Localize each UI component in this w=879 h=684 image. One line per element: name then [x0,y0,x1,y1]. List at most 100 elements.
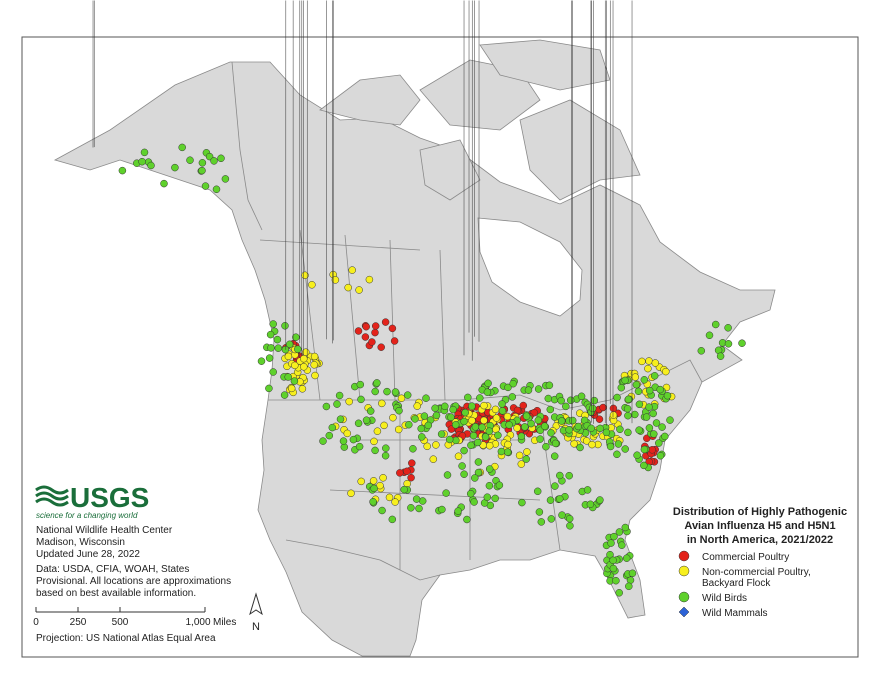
wild-bird-point [635,388,642,395]
wild-bird-point [438,506,445,513]
wild-bird-point [294,346,301,353]
wild-bird-point [566,522,573,529]
wild-bird-point [541,423,548,430]
wild-bird-point [211,157,218,164]
backyard-flock-point [432,441,439,448]
backyard-flock-point [430,456,437,463]
wild-bird-point [610,565,617,572]
wild-bird-point [547,497,554,504]
wild-bird-point [551,453,558,460]
wild-bird-point [462,409,469,416]
north-label: N [252,621,260,633]
wild-bird-point [661,433,668,440]
wild-bird-point [597,425,604,432]
wild-bird-point [618,384,625,391]
commercial-poultry-point [396,469,403,476]
wild-bird-point [471,475,478,482]
backyard-flock-point [504,441,511,448]
wild-bird-point [389,516,396,523]
scale-label: 500 [112,617,129,628]
wild-bird-point [537,436,544,443]
backyard-flock-point [662,368,669,375]
wild-bird-point [542,443,549,450]
backyard-flock-point [455,453,462,460]
wild-bird-point [739,340,746,347]
wild-bird-point [587,501,594,508]
wild-bird-point [337,416,344,423]
info-line: Madison, Wisconsin [36,537,125,548]
wild-bird-point [558,418,565,425]
wild-bird-point [409,445,416,452]
backyard-flock-point [480,417,487,424]
wild-bird-point [641,376,648,383]
commercial-poultry-point [372,323,379,330]
wild-bird-point [370,498,377,505]
backyard-flock-point [414,403,421,410]
wild-bird-point [624,405,631,412]
wild-bird-point [199,167,206,174]
wild-bird-point [618,542,625,549]
wild-bird-point [363,417,370,424]
wild-bird-point [464,394,471,401]
wild-bird-point [641,446,648,453]
wild-bird-point [575,423,582,430]
wild-bird-point [534,488,541,495]
wild-bird-point [518,499,525,506]
backyard-flock-point [392,499,399,506]
wild-bird-point [432,405,439,412]
wild-bird-point [504,449,511,456]
backyard-flock-point [348,490,355,497]
wild-bird-point [717,353,724,360]
wild-bird-point [455,508,462,515]
scale-unit: Miles [213,617,236,628]
wild-bird-point [446,436,453,443]
wild-bird-point [659,424,666,431]
wild-bird-point [486,466,493,473]
wild-bird-point [569,417,576,424]
wild-bird-point [384,388,391,395]
wild-bird-point [588,425,595,432]
wild-bird-point [596,497,603,504]
wild-bird-point [636,427,643,434]
backyard-flock-point [300,363,307,370]
wild-bird-point [492,495,499,502]
wild-bird-point [161,180,168,187]
wild-bird-point [179,144,186,151]
backyard-flock-point [332,276,339,283]
legend-label: Backyard Flock [702,578,771,589]
commercial-poultry-point [378,344,385,351]
backyard-flock-point [356,287,363,294]
wild-bird-point [499,401,506,408]
wild-bird-point [372,388,379,395]
wild-bird-point [622,446,629,453]
wild-bird-point [199,159,206,166]
wild-bird-point [139,158,146,165]
wild-bird-point [646,424,653,431]
wild-bird-point [148,162,155,169]
backyard-flock-point [395,426,402,433]
wild-bird-point [484,494,491,501]
wild-bird-point [712,321,719,328]
wild-bird-point [274,336,281,343]
wild-bird-point [584,486,591,493]
backyard-flock-point [381,422,388,429]
backyard-flock-point [468,417,475,424]
backyard-flock-point [366,276,373,283]
wild-bird-point [651,372,658,379]
wild-bird-point [486,482,493,489]
wild-bird-point [559,512,566,519]
wild-bird-point [461,447,468,454]
commercial-poultry-point [403,468,410,475]
wild-bird-point [535,417,542,424]
wild-bird-point [270,321,277,328]
wild-bird-point [379,507,386,514]
wild-bird-point [401,486,408,493]
wild-bird-point [141,149,148,156]
backyard-flock-point [345,284,352,291]
legend-label: Commercial Poultry [702,552,789,563]
backyard-flock-point [311,353,318,360]
wild-bird-point [416,505,423,512]
commercial-poultry-point [382,319,389,326]
wild-bird-point [448,414,455,421]
